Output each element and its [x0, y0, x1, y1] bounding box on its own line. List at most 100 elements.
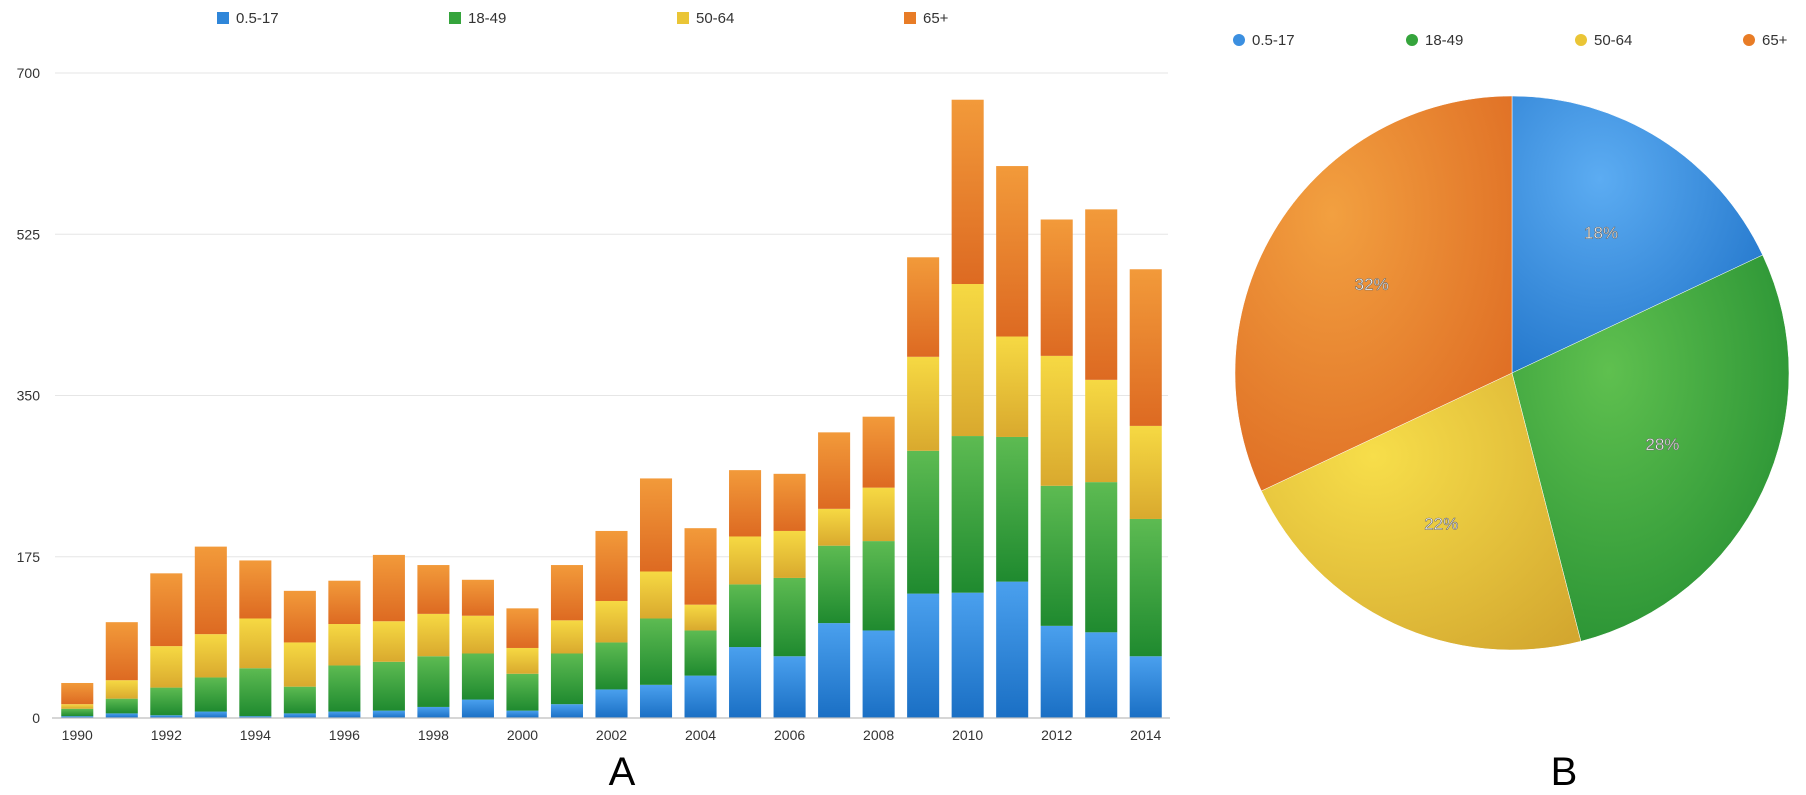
bar-segment-2013-65plus: [1085, 209, 1118, 380]
bar-stack-1992: [150, 573, 183, 718]
y-tick-label: 700: [17, 65, 41, 81]
bar-stack-2003: [639, 478, 673, 718]
legend-swatch-50-64: [677, 12, 689, 24]
bar-stack-2011: [996, 166, 1029, 718]
bar-segment-2004-0-5-17: [684, 675, 717, 718]
bar-segment-2011-65plus: [996, 166, 1029, 337]
x-tick-label: 2010: [952, 727, 983, 743]
bar-segment-2000-18-49: [506, 673, 539, 711]
bar-segment-2003-0-5-17: [639, 684, 673, 718]
bar-segment-2001-65plus: [550, 565, 584, 621]
bar-segment-2000-50-64: [506, 647, 539, 674]
x-tick-label: 2008: [863, 727, 894, 743]
legend-swatch-65plus: [904, 12, 916, 24]
x-tick-label: 1998: [418, 727, 449, 743]
bar-segment-1991-50-64: [105, 680, 138, 699]
bar-segment-2006-50-64: [773, 530, 806, 578]
bar-segment-1990-65plus: [61, 682, 94, 705]
bar-segment-2004-65plus: [684, 528, 717, 605]
bar-segment-2008-65plus: [862, 416, 895, 488]
legend-item-18-49: 18-49: [449, 10, 506, 27]
bar-segment-2014-18-49: [1129, 518, 1162, 657]
pie-value-label-0-5-17: 18%: [1584, 224, 1618, 243]
bar-segment-1998-0-5-17: [417, 706, 450, 718]
bar-segment-1995-65plus: [283, 590, 316, 643]
bar-segment-2008-18-49: [862, 541, 895, 631]
bar-segment-2002-18-49: [595, 642, 628, 690]
pie-slice-18-49: [1511, 254, 1790, 642]
x-tick-label: 2006: [774, 727, 805, 743]
bar-segment-2001-0-5-17: [550, 704, 584, 718]
pie-value-label-50-64: 22%: [1424, 514, 1458, 533]
legend-item-50-64: 50-64: [677, 10, 734, 27]
bar-stack-2009: [907, 257, 940, 718]
bar-stack-2004: [684, 528, 717, 718]
bar-segment-1994-65plus: [239, 560, 272, 619]
y-tick-label: 525: [17, 226, 41, 242]
pie-legend-item-65plus: 65+: [1743, 32, 1788, 49]
bar-stack-1994: [239, 560, 272, 718]
bar-segment-2001-18-49: [550, 653, 584, 705]
bar-segment-1999-65plus: [461, 579, 494, 616]
legend-label-18-49: 18-49: [468, 10, 506, 27]
pie-chart-panel: 0.5-17 18-49 50-64 65+ 18% 28% 22% 32% B: [1233, 32, 1790, 794]
bar-segment-1990-0-5-17: [61, 716, 94, 718]
bar-segment-2006-18-49: [773, 577, 806, 657]
pie-value-label-65plus: 32%: [1355, 275, 1389, 294]
x-tick-label: 2014: [1130, 727, 1161, 743]
bar-stack-2002: [595, 530, 628, 718]
bar-segment-1995-50-64: [283, 642, 316, 687]
legend-label-65plus: 65+: [923, 10, 949, 27]
bar-chart-x-axis: 1990 1992 1994 1996 1998 2000 2002 2004 2006 2008…: [62, 727, 1162, 743]
bar-stack-2001: [550, 565, 584, 718]
bar-segment-2005-0-5-17: [729, 647, 762, 718]
x-tick-label: 2004: [685, 727, 716, 743]
y-tick-label: 350: [17, 388, 41, 404]
bar-segment-2001-50-64: [550, 620, 584, 654]
bar-segment-2004-50-64: [684, 604, 717, 631]
bar-stack-2014: [1129, 269, 1162, 718]
bar-segment-2003-18-49: [639, 618, 673, 685]
bar-segment-1996-18-49: [328, 665, 361, 712]
pie-slice-0-5-17: [1511, 95, 1763, 374]
bar-segment-2009-50-64: [907, 356, 940, 451]
bar-segment-1993-50-64: [194, 634, 227, 678]
bar-stack-2006: [773, 473, 806, 718]
bar-segment-1995-18-49: [283, 686, 316, 714]
bar-segment-2007-18-49: [818, 545, 851, 624]
bar-segment-2008-0-5-17: [862, 630, 895, 718]
bar-segment-2010-50-64: [951, 284, 984, 437]
bar-segment-2007-65plus: [818, 432, 851, 509]
bar-segment-2013-0-5-17: [1085, 632, 1118, 718]
bar-segment-1999-0-5-17: [461, 699, 494, 718]
bar-stack-1991: [105, 622, 138, 718]
bar-stack-2012: [1040, 219, 1073, 718]
bar-segment-2009-65plus: [907, 257, 940, 357]
bar-segment-1991-65plus: [105, 622, 138, 681]
bar-segment-1997-0-5-17: [372, 710, 405, 718]
pie-legend-dot-50-64: [1575, 34, 1587, 46]
bar-segment-2010-0-5-17: [951, 592, 984, 718]
bar-segment-2000-0-5-17: [506, 710, 539, 718]
bar-segment-2014-0-5-17: [1129, 656, 1162, 718]
legend-label-50-64: 50-64: [696, 10, 734, 27]
bar-segment-2011-50-64: [996, 336, 1029, 437]
y-tick-label: 175: [17, 549, 41, 565]
pie-legend-label-65plus: 65+: [1762, 32, 1788, 49]
pie-legend-item-18-49: 18-49: [1406, 32, 1463, 49]
x-tick-label: 1994: [240, 727, 271, 743]
panel-label-a: A: [609, 750, 636, 794]
x-tick-label: 1992: [151, 727, 182, 743]
bar-stack-1999: [461, 579, 494, 718]
bar-segment-2009-18-49: [907, 450, 940, 594]
bar-chart-legend: 0.5-17 18-49 50-64 65+: [217, 10, 949, 27]
x-tick-label: 1990: [62, 727, 93, 743]
bar-segment-2000-65plus: [506, 608, 539, 648]
x-tick-label: 2012: [1041, 727, 1072, 743]
bar-segment-1998-18-49: [417, 656, 450, 707]
bar-stack-1990: [61, 682, 94, 718]
bar-segment-2002-0-5-17: [595, 689, 628, 718]
pie-legend-dot-18-49: [1406, 34, 1418, 46]
bar-segment-1998-50-64: [417, 613, 450, 657]
